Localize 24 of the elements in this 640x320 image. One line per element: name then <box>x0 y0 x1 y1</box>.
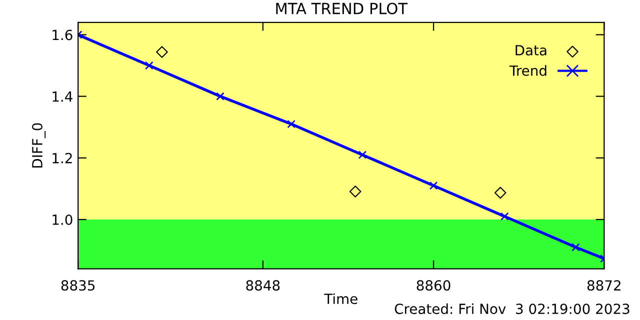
x-axis-title: Time <box>324 293 358 304</box>
point <box>358 150 367 160</box>
point <box>156 46 168 58</box>
point <box>145 61 154 70</box>
y-tick-label: 1.2 <box>52 152 72 164</box>
point <box>287 120 296 128</box>
y-axis-title: DIFF_0 <box>32 123 46 168</box>
x-tick-label: 8835 <box>61 280 95 291</box>
x-tick-label: 8872 <box>587 280 620 291</box>
point <box>429 181 438 190</box>
legend-label: Trend <box>509 65 546 76</box>
y-tick-label: 1.0 <box>52 214 72 225</box>
legend-label: Data <box>516 45 546 56</box>
point <box>349 186 362 198</box>
point <box>494 186 506 199</box>
chart-title: MTA TREND PLOT <box>276 2 408 14</box>
y-tick-label: 1.6 <box>52 30 72 40</box>
y-tick-label: 1.4 <box>52 91 72 102</box>
x-tick-label: 8848 <box>246 280 280 291</box>
x-tick-label: 8860 <box>416 280 450 291</box>
text: Created: Fri Nov 3 02:19:00 2023 <box>394 303 630 314</box>
point <box>572 243 580 252</box>
point <box>216 92 224 100</box>
point <box>500 212 509 221</box>
